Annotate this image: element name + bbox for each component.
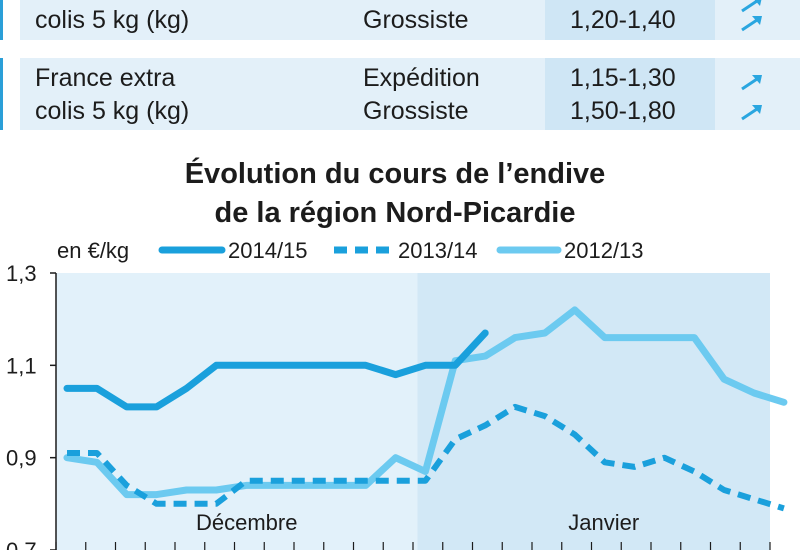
month-label-january: Janvier (568, 510, 639, 535)
y-tick-label: 0,9 (6, 446, 37, 471)
market-label: Grossiste (363, 6, 469, 34)
month-label-december: Décembre (196, 510, 297, 535)
market-label: Grossiste (363, 97, 469, 125)
product-label: France extra (35, 64, 176, 92)
price-range: 1,15-1,30 (570, 64, 676, 92)
price-evolution-chart: Évolution du cours de l’endive de la rég… (6, 156, 788, 550)
table-left-border (0, 58, 3, 130)
y-tick-label: 0,7 (6, 538, 37, 550)
market-label: Expédition (363, 64, 480, 92)
price-column-background (545, 58, 715, 130)
y-tick-label: 1,1 (6, 353, 37, 378)
chart-title-line-1: Évolution du cours de l’endive (185, 156, 606, 190)
y-tick-label: 1,3 (6, 261, 37, 286)
price-range: 1,50-1,80 (570, 97, 676, 125)
trend-up-arrow-icon (741, 75, 762, 91)
price-column-background (545, 0, 715, 40)
y-axis-ticks: 1,3 1,1 0,9 0,7 (6, 261, 56, 550)
series-lines (63, 306, 788, 512)
x-axis-ticks (55, 542, 771, 550)
table-left-border (0, 0, 3, 40)
trend-up-arrow-icon (741, 0, 762, 13)
product-label: colis 5 kg (kg) (35, 6, 190, 34)
legend-label-2014-15: 2014/15 (228, 238, 308, 263)
series-line-2014-15 (63, 329, 489, 411)
chart-title-line-2: de la région Nord-Picardie (215, 197, 576, 229)
legend-label-2012-13: 2012/13 (564, 238, 644, 263)
unit-label: en €/kg (57, 238, 129, 263)
product-label: colis 5 kg (kg) (35, 97, 190, 125)
january-shaded-area (417, 273, 770, 550)
series-line-2012-13 (63, 306, 788, 499)
price-range: 1,20-1,40 (570, 6, 676, 34)
trend-up-arrow-icon (741, 105, 762, 121)
trend-up-arrow-icon (741, 16, 762, 32)
series-line-2013-14 (67, 403, 785, 512)
legend-label-2013-14: 2013/14 (398, 238, 478, 263)
